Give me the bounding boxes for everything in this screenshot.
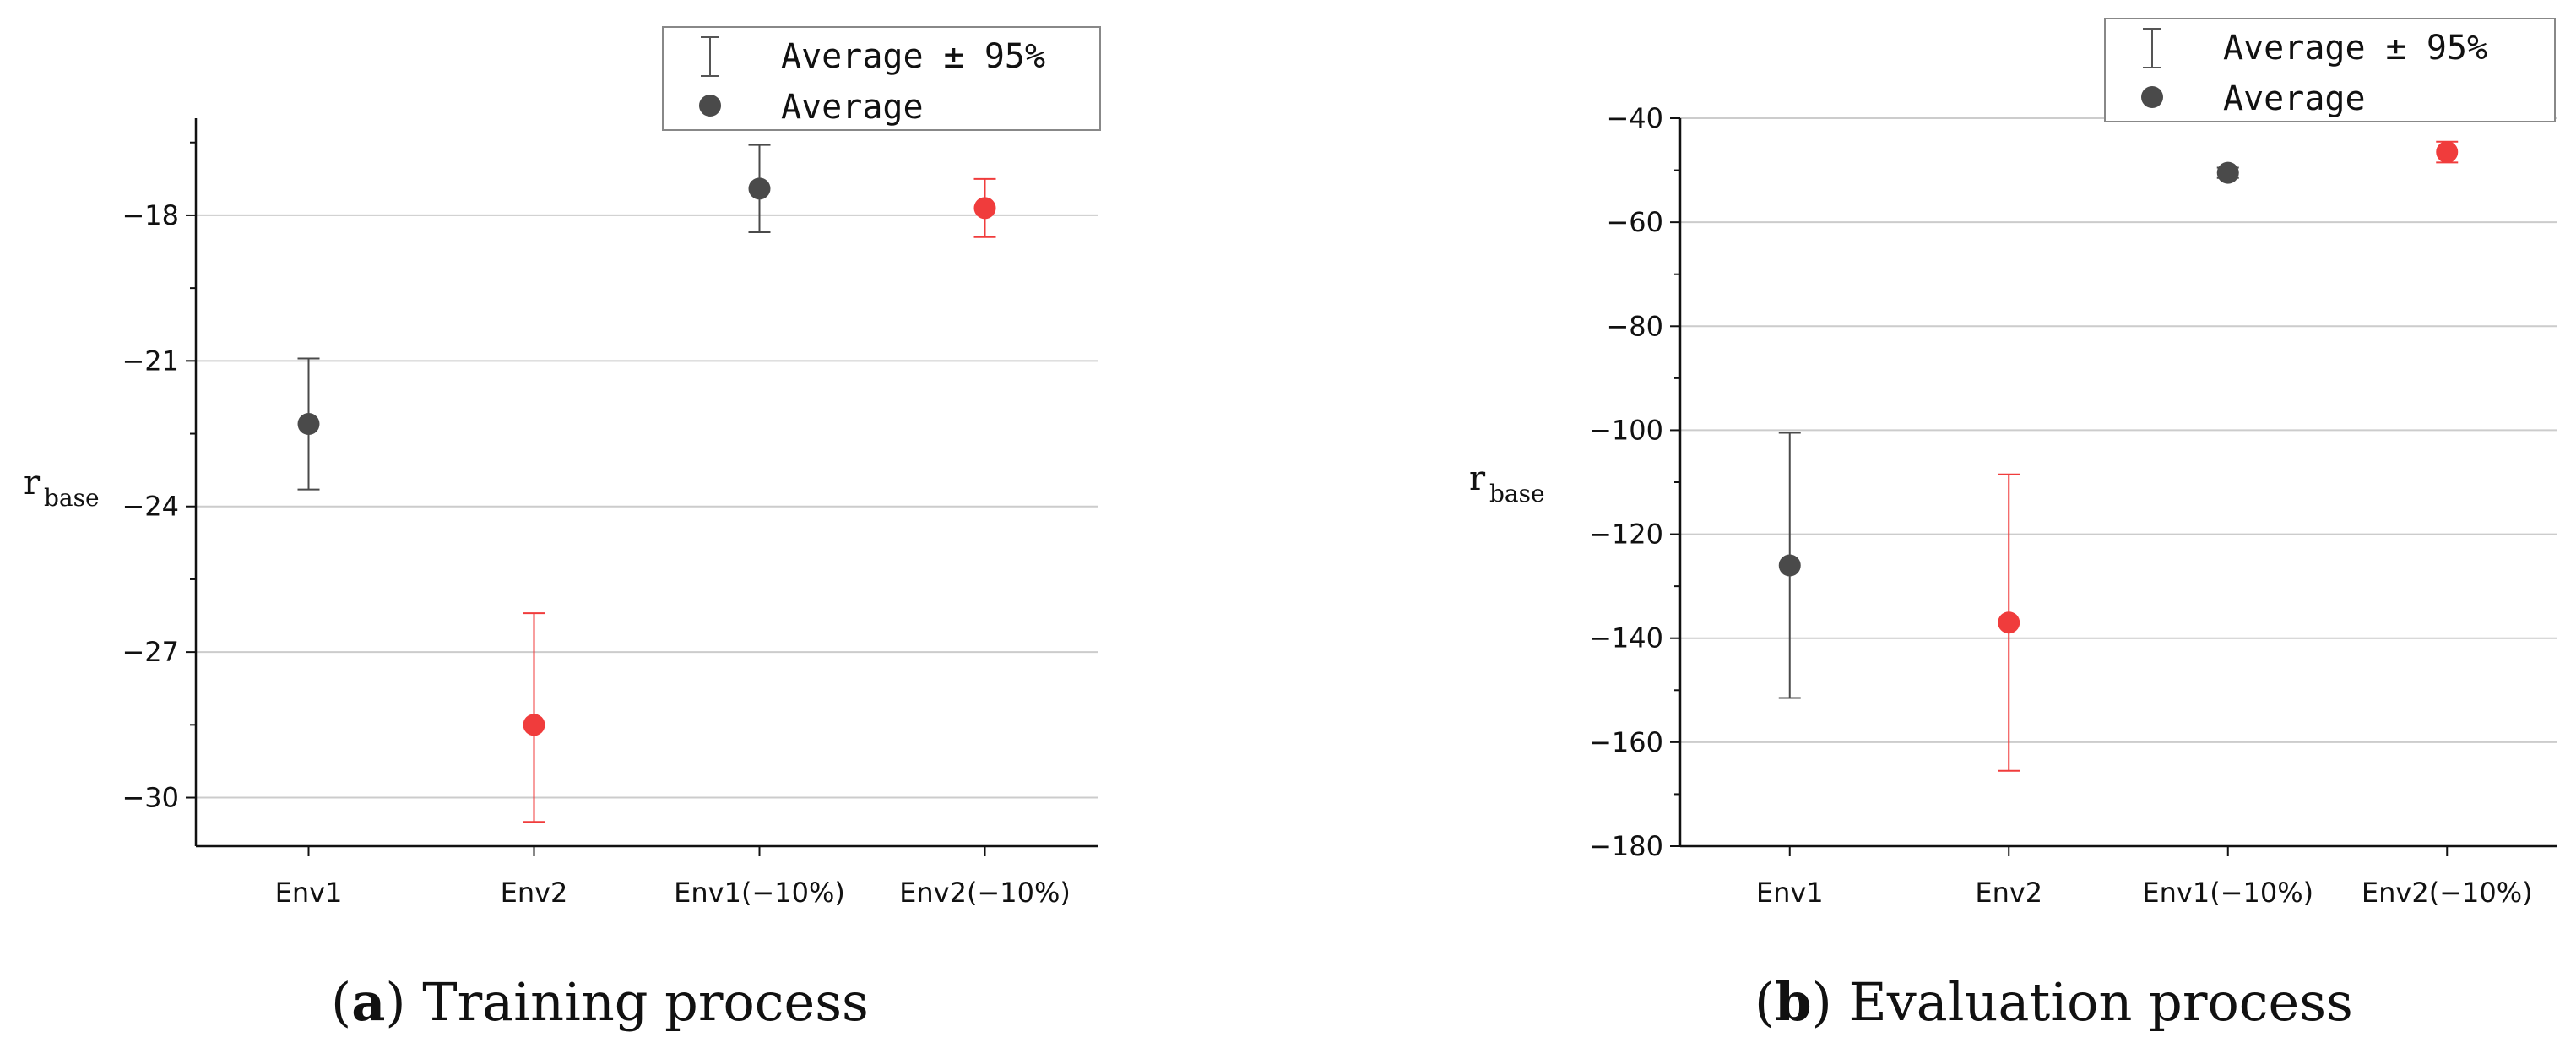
mean-point-Env1(−10%) <box>2216 161 2239 184</box>
legend-label-ci: Average ± 95% <box>781 37 1045 76</box>
x-category-label: Env2(−10%) <box>899 877 1071 909</box>
mean-point-Env2 <box>523 714 545 736</box>
y-tick-label: −30 <box>122 782 179 814</box>
y-tick-label: −140 <box>1589 622 1663 654</box>
y-tick-label: −80 <box>1606 310 1663 342</box>
panel-evaluation: −180 −160 −140 −120 −100 −80 −60 −40 Env1 Env2 Env… <box>1469 18 2557 1033</box>
mean-point-Env2(−10%) <box>2436 141 2459 164</box>
y-tick-label: −18 <box>122 199 179 231</box>
y-tick-label: −120 <box>1589 519 1663 551</box>
legend-point-icon <box>699 95 721 117</box>
mean-point-Env1(−10%) <box>748 177 771 200</box>
legend-label-ci: Average ± 95% <box>2223 29 2487 68</box>
x-category-label: Env2 <box>501 877 568 909</box>
panel-caption: (b) Evaluation process <box>1754 971 2353 1033</box>
y-tick-label: −60 <box>1606 206 1663 238</box>
legend-box <box>662 26 1101 131</box>
y-tick-label: −100 <box>1589 414 1663 446</box>
x-category-label: Env1(−10%) <box>674 877 845 909</box>
x-category-label: Env2(−10%) <box>2362 877 2533 909</box>
panel-caption: (a) Training process <box>331 971 869 1033</box>
mean-point-Env2(−10%) <box>973 197 996 220</box>
mean-point-Env1 <box>297 413 320 436</box>
y-axis-label-subscript: base <box>44 484 100 512</box>
legend-box <box>2104 18 2556 122</box>
x-category-label: Env1 <box>1756 877 1824 909</box>
mean-point-Env1 <box>1778 554 1801 577</box>
y-axis-label: r <box>1469 459 1486 498</box>
y-axis-label-subscript: base <box>1489 480 1545 508</box>
legend-label-avg: Average <box>2223 79 2366 118</box>
y-tick-label: −180 <box>1589 830 1663 862</box>
legend-label-avg: Average <box>781 88 924 127</box>
y-tick-label: −40 <box>1606 102 1663 134</box>
x-category-label: Env1(−10%) <box>2142 877 2313 909</box>
y-tick-label: −24 <box>122 491 179 523</box>
y-tick-label: −160 <box>1589 726 1663 758</box>
x-category-label: Env2 <box>1975 877 2042 909</box>
panel-training: −30 −27 −24 −21 −18 Env1 Env2 Env1(−10%) Env2(−1… <box>24 26 1101 1033</box>
y-tick-label: −21 <box>122 345 179 377</box>
x-category-label: Env1 <box>275 877 343 909</box>
mean-point-Env2 <box>1998 611 2020 634</box>
y-axis-label: r <box>24 464 41 502</box>
legend-point-icon <box>2141 86 2163 108</box>
y-tick-label: −27 <box>122 636 179 668</box>
